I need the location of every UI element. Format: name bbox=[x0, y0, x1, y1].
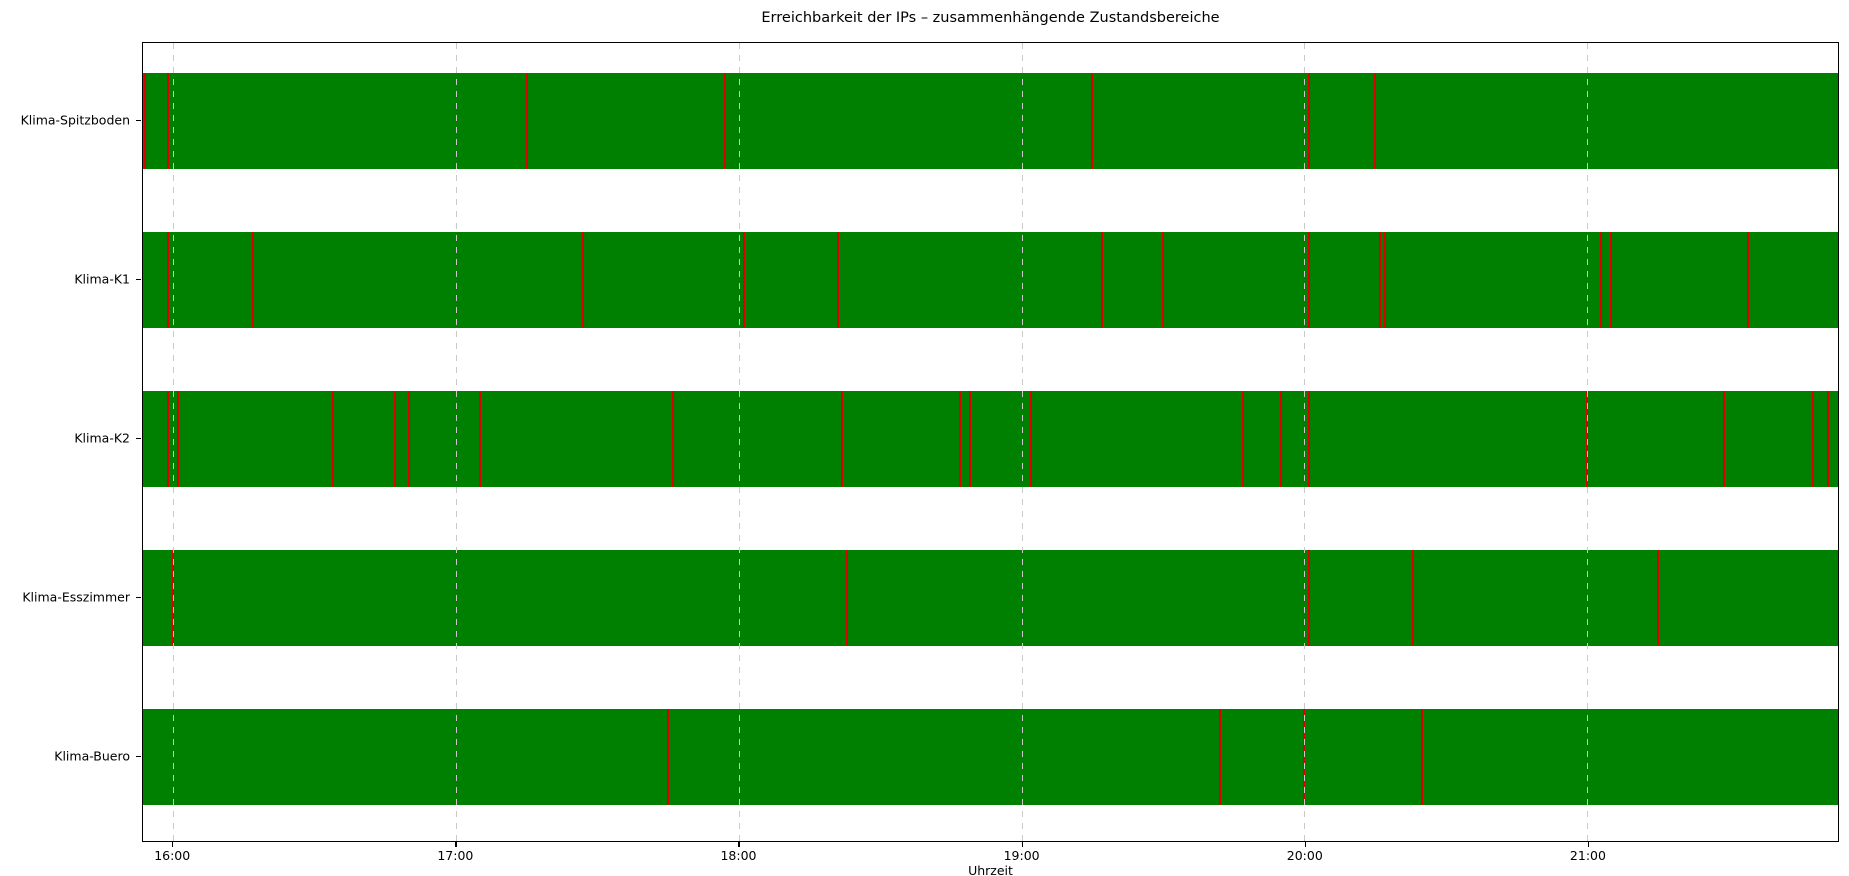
outage-line bbox=[1656, 550, 1659, 646]
outage-line bbox=[525, 73, 528, 169]
outage-line bbox=[1600, 232, 1603, 328]
x-tick-mark bbox=[455, 842, 457, 847]
y-tick-mark bbox=[136, 597, 141, 599]
outage-line bbox=[1091, 73, 1094, 169]
outage-line bbox=[252, 232, 255, 328]
outage-line bbox=[1374, 73, 1377, 169]
outage-line bbox=[1308, 391, 1311, 487]
gridline bbox=[738, 43, 740, 841]
outage-line bbox=[1308, 232, 1311, 328]
outage-line bbox=[1383, 232, 1386, 328]
x-axis-title: Uhrzeit bbox=[968, 863, 1013, 876]
outage-line bbox=[1030, 391, 1033, 487]
outage-line bbox=[841, 391, 844, 487]
plot-area bbox=[142, 42, 1839, 842]
outage-line bbox=[582, 232, 585, 328]
gridline bbox=[173, 43, 175, 841]
outage-line bbox=[1279, 391, 1282, 487]
x-tick-label: 18:00 bbox=[720, 848, 757, 863]
outage-line bbox=[968, 391, 971, 487]
x-axis-ticks bbox=[142, 842, 1839, 848]
outage-line bbox=[1308, 73, 1311, 169]
y-tick-mark bbox=[136, 756, 141, 758]
outage-line bbox=[1218, 709, 1221, 805]
gridline bbox=[1021, 43, 1023, 841]
x-tick-label: 21:00 bbox=[1569, 848, 1606, 863]
x-tick-mark bbox=[172, 842, 174, 847]
x-tick-label: 20:00 bbox=[1286, 848, 1323, 863]
timeline-bar bbox=[143, 550, 1838, 646]
y-tick-mark bbox=[136, 279, 141, 281]
y-axis-label: Klima-Spitzboden bbox=[20, 112, 130, 128]
y-tick-mark bbox=[136, 438, 141, 440]
gridline bbox=[1304, 43, 1306, 841]
outage-line bbox=[1812, 391, 1815, 487]
x-tick-mark bbox=[1304, 842, 1306, 847]
y-tick-mark bbox=[136, 120, 141, 122]
outage-line bbox=[143, 73, 146, 169]
y-axis-label: Klima-Buero bbox=[54, 748, 130, 764]
chart-title: Erreichbarkeit der IPs – zusammenhängend… bbox=[761, 10, 1220, 26]
x-tick-label: 17:00 bbox=[437, 848, 474, 863]
y-axis-ticks bbox=[136, 42, 142, 842]
outage-line bbox=[1421, 709, 1424, 805]
outage-line bbox=[407, 391, 410, 487]
y-axis-label: Klima-K1 bbox=[74, 271, 130, 287]
y-axis-labels: Klima-Spitzboden Klima-K1 Klima-K2 Klima-Es… bbox=[0, 42, 130, 842]
outage-line bbox=[959, 391, 962, 487]
outage-line bbox=[332, 391, 335, 487]
outage-line bbox=[846, 550, 849, 646]
outage-line bbox=[478, 391, 481, 487]
gridline bbox=[455, 43, 457, 841]
outage-line bbox=[167, 391, 170, 487]
outage-line bbox=[1308, 550, 1311, 646]
timeline-bar bbox=[143, 232, 1838, 328]
outage-line bbox=[1826, 391, 1829, 487]
outage-line bbox=[742, 232, 745, 328]
x-axis-tick-labels: 16:00 17:00 18:00 19:00 20:00 21:00 bbox=[142, 848, 1839, 864]
outage-line bbox=[1162, 232, 1165, 328]
outage-line bbox=[1100, 232, 1103, 328]
outage-line bbox=[1609, 232, 1612, 328]
outage-line bbox=[1722, 391, 1725, 487]
outage-line bbox=[1411, 550, 1414, 646]
outage-line bbox=[1242, 391, 1245, 487]
gridline bbox=[1587, 43, 1589, 841]
x-tick-mark bbox=[1021, 842, 1023, 847]
y-axis-label: Klima-Esszimmer bbox=[22, 589, 130, 605]
timeline-bar bbox=[143, 709, 1838, 805]
x-tick-label: 16:00 bbox=[154, 848, 191, 863]
outage-line bbox=[393, 391, 396, 487]
timeline-bar bbox=[143, 391, 1838, 487]
outage-line bbox=[667, 709, 670, 805]
outage-line bbox=[167, 73, 170, 169]
outage-line bbox=[1378, 232, 1381, 328]
timeline-bar bbox=[143, 73, 1838, 169]
outage-line bbox=[167, 232, 170, 328]
outage-line bbox=[671, 391, 674, 487]
y-axis-label: Klima-K2 bbox=[74, 430, 130, 446]
x-tick-mark bbox=[738, 842, 740, 847]
outage-line bbox=[723, 73, 726, 169]
outage-line bbox=[176, 391, 179, 487]
outage-line bbox=[836, 232, 839, 328]
outage-line bbox=[1746, 232, 1749, 328]
x-tick-label: 19:00 bbox=[1003, 848, 1040, 863]
x-tick-mark bbox=[1587, 842, 1590, 847]
